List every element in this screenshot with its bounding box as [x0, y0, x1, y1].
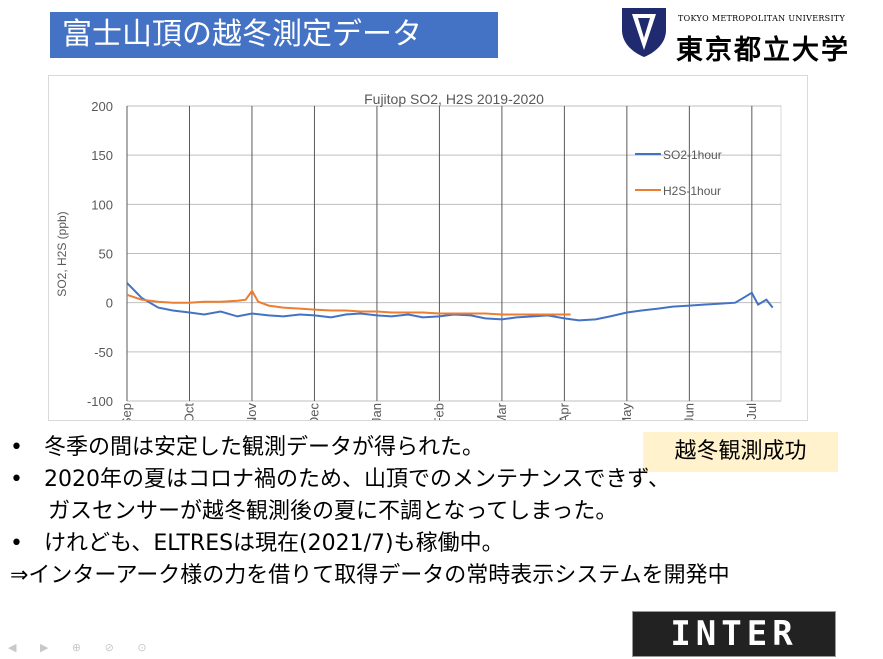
x-tick-label: 17-Dec — [306, 403, 321, 420]
shield-icon — [622, 8, 666, 57]
series-line-h2s — [126, 289, 571, 316]
bullet-text: けれども、ELTRESは現在(2021/7)も稼働中。 — [44, 531, 504, 556]
y-tick-label: -50 — [94, 345, 113, 360]
bullet-marker: • — [10, 467, 23, 492]
bullet-item: • 冬季の間は安定した観測データが得られた。 — [10, 432, 870, 464]
chart-title: Fujitop SO2, H2S 2019-2020 — [364, 91, 544, 107]
y-tick-label: 200 — [91, 99, 113, 114]
bullet-item: • けれども、ELTRESは現在(2021/7)も稼働中。 — [10, 528, 870, 560]
x-tick-label: 16-Jan — [369, 403, 384, 420]
x-tick-label: 18-Sep — [119, 403, 134, 420]
bullet-marker: • — [10, 531, 23, 556]
y-tick-label: 100 — [91, 197, 113, 212]
status-badge: 越冬観測成功 — [643, 432, 838, 472]
x-tick-label: 14-Jun — [681, 403, 696, 420]
legend-label: SO2-1hour — [663, 148, 722, 162]
bullet-text: 冬季の間は安定した観測データが得られた。 — [44, 435, 485, 460]
y-tick-label: -100 — [87, 394, 113, 409]
series-line-so2 — [126, 282, 774, 322]
bullet-list: • 冬季の間は安定した観測データが得られた。 • 2020年の夏はコロナ禍のため、山… — [10, 432, 870, 592]
y-axis-label: SO2, H2S (ppb) — [55, 211, 69, 296]
bullet-continuation: ガスセンサーが越冬観測後の夏に不調となってしまった。 — [48, 499, 618, 524]
line-chart: 200 150 100 50 0 -50 -100 18-Sep 18-Oct 17-Nov 17-… — [55, 91, 782, 420]
partner-logo: INTER ARK — [632, 611, 836, 657]
x-tick-label: 15-May — [619, 403, 634, 420]
logo-name: 東京都立大学 — [676, 35, 850, 66]
y-tick-label: 150 — [91, 148, 113, 163]
partner-logo-text: INTER ARK — [670, 614, 798, 654]
conclusion-line: ⇒インターアーク様の力を借りて取得データの常時表示システムを開発中 — [10, 563, 730, 588]
y-tick-label: 50 — [99, 247, 113, 262]
bullet-text: 2020年の夏はコロナ禍のため、山頂でのメンテナンスできず、 — [44, 467, 671, 492]
x-tick-label: 18-Oct — [181, 403, 196, 420]
x-tick-label: 15-Apr — [556, 402, 571, 420]
x-tick-label: 16-Mar — [494, 402, 509, 420]
chart-area: 200 150 100 50 0 -50 -100 18-Sep 18-Oct 17-Nov 17-… — [48, 75, 808, 421]
y-tick-label: 0 — [106, 296, 113, 311]
university-logo: TOKYO METROPOLITAN UNIVERSITY 東京都立大学 — [620, 6, 875, 66]
x-tick-label: 17-Nov — [244, 403, 259, 420]
slide-title: 富士山頂の越冬測定データ — [50, 12, 498, 58]
slide-controls[interactable]: ◀ ▶ ⊕ ⊘ ⊙ — [8, 641, 157, 654]
logo-subtitle: TOKYO METROPOLITAN UNIVERSITY — [678, 14, 846, 23]
legend-label: H2S-1hour — [663, 184, 721, 198]
bullet-item: • 2020年の夏はコロナ禍のため、山頂でのメンテナンスできず、 — [10, 464, 870, 496]
x-tick-label: 14-Jul — [744, 403, 759, 420]
x-tick-label: 15-Feb — [431, 403, 446, 420]
bullet-marker: • — [10, 435, 23, 460]
